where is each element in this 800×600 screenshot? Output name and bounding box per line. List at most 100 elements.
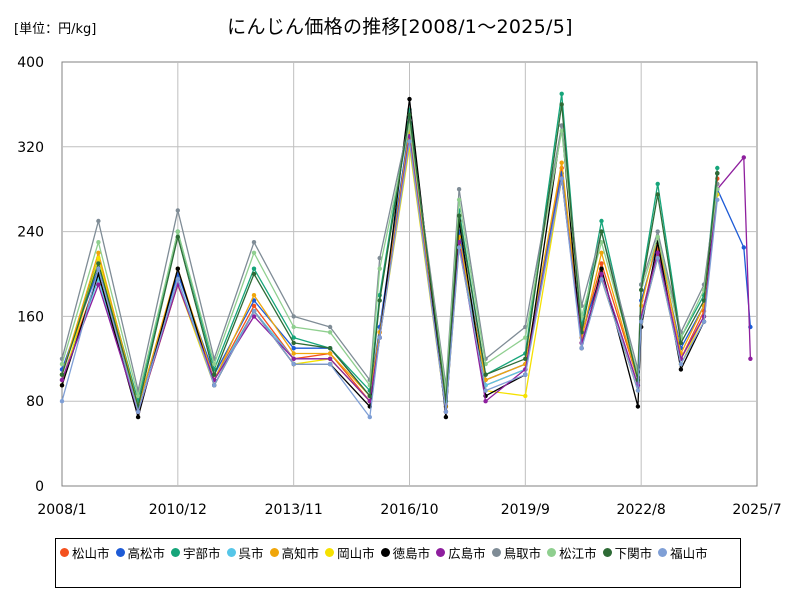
legend-label: 松江市 [559, 546, 597, 561]
data-point [483, 372, 488, 377]
data-point [715, 171, 720, 176]
data-point [443, 414, 449, 420]
legend-swatch [115, 548, 125, 557]
data-point [559, 91, 564, 97]
legend-swatch [380, 548, 390, 557]
data-point [635, 388, 641, 393]
data-point [599, 240, 604, 245]
data-point [599, 250, 604, 255]
legend-label: 松山市 [72, 546, 110, 561]
data-point [327, 351, 333, 356]
data-point [456, 213, 462, 218]
data-point [291, 356, 296, 361]
data-point [559, 176, 564, 181]
data-point [291, 324, 296, 330]
data-point [523, 372, 528, 377]
data-point [59, 377, 65, 383]
y-tick-label: 0 [35, 479, 44, 495]
data-point [655, 234, 660, 240]
data-point [483, 399, 488, 404]
data-point [59, 372, 65, 377]
data-point [655, 250, 660, 255]
data-point [175, 229, 180, 234]
data-point [655, 181, 660, 187]
data-point [327, 361, 333, 367]
legend-item: 福山市 [658, 543, 708, 562]
data-point [407, 112, 412, 118]
data-point [741, 245, 746, 250]
data-point [701, 298, 707, 303]
data-point [96, 250, 101, 255]
legend-swatch [436, 548, 446, 557]
data-point [599, 229, 604, 234]
series-line [61, 103, 718, 408]
legend-label: 岡山市 [337, 546, 375, 561]
data-point [367, 414, 372, 420]
legend-label: 広島市 [448, 546, 486, 561]
data-point [291, 351, 296, 356]
data-point [599, 271, 604, 277]
legend-item: 広島市 [436, 543, 486, 562]
data-point [456, 240, 462, 245]
data-point [678, 361, 684, 367]
data-point [135, 414, 141, 420]
data-point [367, 399, 372, 404]
data-point [96, 240, 101, 245]
data-point [559, 128, 564, 134]
series-line [61, 124, 718, 397]
data-point [251, 271, 257, 277]
data-point [678, 340, 684, 346]
legend-item: 高知市 [269, 543, 320, 562]
data-point [251, 240, 257, 245]
data-point [715, 165, 720, 171]
legend-item: 徳島市 [380, 543, 430, 562]
data-point [96, 282, 101, 287]
data-point [135, 393, 141, 399]
data-point [559, 102, 564, 107]
data-point [377, 266, 382, 271]
data-point [559, 123, 564, 128]
y-axis: 0 80 160 240 320 400 [17, 55, 44, 495]
data-point [59, 383, 65, 388]
data-point [377, 335, 382, 340]
data-point [456, 187, 462, 192]
data-point [377, 298, 382, 303]
x-tick-label: 2016/10 [380, 502, 438, 518]
x-tick-label: 2010/12 [149, 502, 207, 518]
data-point [715, 197, 720, 202]
data-point [443, 409, 449, 414]
data-point [175, 234, 180, 240]
data-point [655, 229, 660, 234]
data-point [407, 139, 412, 144]
data-point [655, 255, 660, 261]
legend-item: 呉市 [226, 543, 264, 562]
data-point [407, 96, 412, 102]
legend-label: 高松市 [127, 546, 166, 561]
legend-items: 松山市 高松市 宇部市 呉市 高知市 岡山市 徳島市 広島市 鳥取市 松江市 下関市 福山市 [60, 543, 736, 562]
legend-item: 松江市 [547, 543, 597, 562]
legend-label: 高知市 [281, 546, 320, 561]
legend-label: 下関市 [614, 546, 653, 561]
data-point [599, 277, 604, 282]
data-point [135, 409, 141, 414]
data-point [701, 319, 707, 324]
x-tick-label: 2025/7 [732, 502, 781, 518]
y-tick-label: 320 [17, 140, 44, 156]
legend-swatch [325, 548, 335, 557]
legend-swatch [547, 548, 557, 557]
data-point [212, 372, 217, 377]
legend-item: 松山市 [60, 543, 110, 562]
y-tick-label: 240 [17, 225, 44, 241]
data-point [599, 261, 604, 266]
data-point [327, 330, 333, 335]
legend-label: 鳥取市 [503, 546, 542, 561]
data-point [599, 266, 604, 271]
legend-swatch [171, 548, 181, 557]
x-tick-label: 2013/11 [265, 502, 323, 518]
legend: 松山市 高松市 宇部市 呉市 高知市 岡山市 徳島市 広島市 鳥取市 松江市 下関市 福山市 [55, 538, 741, 588]
legend-swatch [60, 548, 69, 557]
chart-title: にんじん価格の推移[2008/1～2025/5] [227, 16, 573, 38]
data-point [327, 356, 333, 361]
data-point [291, 361, 296, 367]
